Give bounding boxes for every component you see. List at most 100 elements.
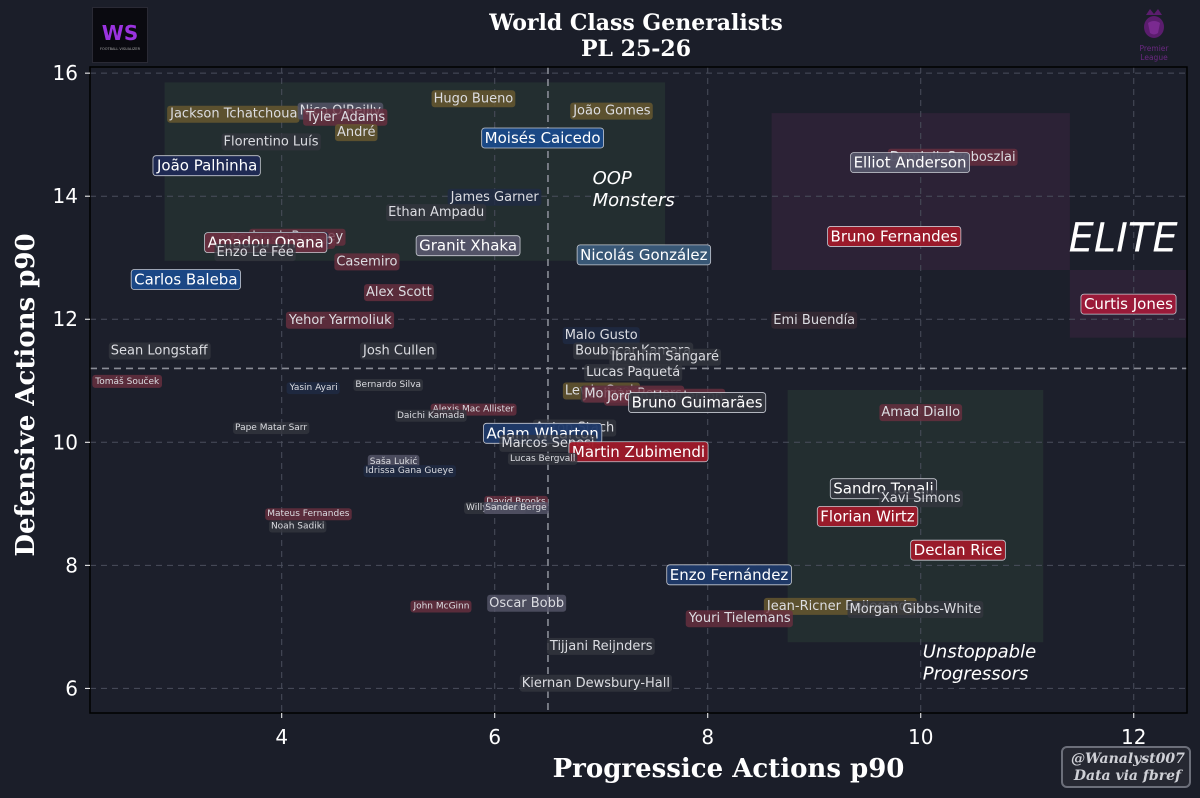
player-label-box [152,155,261,177]
player-label: Enzo Le Fée [216,245,293,260]
x-tick-label: 8 [701,725,714,749]
player-label-box [519,674,672,692]
player-label: Casemiro [336,254,397,269]
player-point: Tijjani Reijnders [546,637,655,655]
player-label: Noah Sadiki [271,522,324,532]
zone-label-3: Unstoppable [923,642,1036,663]
player-label: Enzo Fernández [670,566,789,584]
y-axis-label: Defensive Actions p90 [11,233,41,556]
player-point: Hugo Bueno [431,90,516,108]
player-point: Tomáš Souček [92,374,163,388]
player-label: Lucas Paquetá [586,365,680,380]
x-tick-label: 6 [488,725,501,749]
player-label: John McGinn [412,601,469,611]
player-label: Yasin Ayari [289,383,338,393]
player-label: Granit Xhaka [419,237,517,255]
plot-frame [89,66,1188,714]
player-label-box [431,90,516,108]
player-point: Kiernan Dewsbury-Hall [519,674,672,692]
player-label: Florentino Luís [224,134,319,149]
player-label-box [878,490,963,508]
player-label-box [92,374,163,388]
player-point: Malo Gusto [562,327,640,345]
player-point: Lucas Bergvall [507,452,578,465]
player-label-box [130,269,241,290]
player-label-box [364,284,434,302]
player-label: Tijjani Reijnders [549,639,653,654]
player-label: Tyler Adams [305,110,385,125]
player-point: Moisés Caicedo [481,127,605,149]
chart-title-line: PL 25-26 [581,36,691,62]
player-label: Ibrahim Sangaré [611,350,719,365]
player-label-box [609,348,722,366]
player-label-box [221,133,321,151]
player-label-box [568,441,709,463]
player-label-box [167,105,300,123]
player-point: James Garner [447,188,542,206]
player-label-box [847,600,984,618]
player-label: Lucas Bergvall [510,454,575,464]
player-point: Pape Matar Sarr [233,422,310,435]
player-point: Granit Xhaka [415,235,521,257]
player-label-box [1080,293,1177,315]
player-point: Jackson Tchatchoua [167,105,300,123]
player-point: Sean Longstaff [108,342,211,360]
player-point: Bernardo Silva [353,378,424,391]
player-label-box [353,378,424,391]
player-point: Nicolás González [576,244,712,266]
player-label-box [303,108,388,126]
pl-logo-text-1: Premier [1139,44,1169,53]
player-label: Moisés Caicedo [485,129,601,147]
player-point: Xavi Simons [878,490,963,508]
player-label: Kiernan Dewsbury-Hall [522,676,670,691]
player-point: Idrissa Gana Gueye [363,465,456,478]
player-point: Yehor Yarmoliuk [285,311,395,329]
player-label-box [666,564,792,586]
player-label-box [685,610,793,628]
player-label-box [335,124,378,142]
player-label: Youri Tielemans [688,611,791,626]
player-label: Curtis Jones [1084,295,1173,313]
player-point: Martin Zubimendi [568,441,709,463]
player-point: João Gomes [570,102,653,120]
player-label: David Brooks [486,497,546,507]
player-point: Ethan Ampadu [386,204,487,222]
player-label-box [570,102,653,120]
player-label-box [285,311,395,329]
y-tick-label: 16 [53,61,78,85]
player-point: João Palhinha [152,155,261,177]
player-label-box [108,342,211,360]
player-label: Martin Zubimendi [572,443,705,461]
player-point: Ibrahim Sangaré [609,348,722,366]
player-label: Daichi Kamada [397,411,465,421]
y-tick-label: 6 [65,676,78,700]
player-point: Enzo Fernández [666,564,792,586]
player-label: Josh Cullen [362,344,435,359]
player-label-box [367,454,420,468]
player-point: Daichi Kamada [394,409,467,422]
player-label-box [268,520,327,533]
player-point: Declan Rice [910,539,1006,561]
player-label: João Palhinha [156,157,257,175]
player-point: Morgan Gibbs-White [847,600,984,618]
y-tick-label: 12 [53,307,78,331]
player-point: André [335,124,378,142]
player-label: Elliot Anderson [854,154,967,172]
player-label: Nicolás González [580,246,708,264]
chart-title-line: World Class Generalists [488,10,782,36]
player-label: Tomáš Souček [94,376,160,387]
player-point: Florentino Luís [221,133,321,151]
player-label-box [507,452,578,465]
player-label: Declan Rice [914,541,1003,559]
zone-label-0: OOP [593,168,632,189]
player-label: Sander Berge [485,503,547,513]
player-label-box [628,392,767,413]
player-label-box [410,600,472,613]
player-label-box [481,127,605,149]
player-label: Emi Buendía [773,313,855,328]
x-tick-label: 4 [275,725,288,749]
player-label: Hugo Bueno [434,91,514,106]
player-label-box [816,505,919,527]
